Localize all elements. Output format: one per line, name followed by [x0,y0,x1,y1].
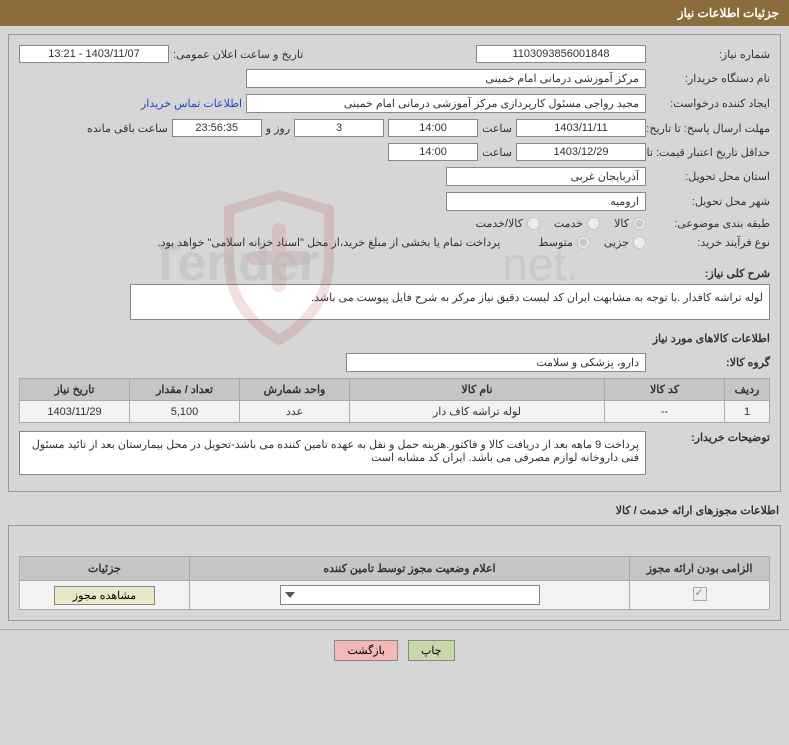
deadline-date-field: 1403/11/11 [516,119,646,137]
perm-status-cell [190,581,630,610]
th-unit: واحد شمارش [240,379,350,401]
perm-section: الزامی بودن ارائه مجوز اعلام وضعیت مجوز … [8,525,781,621]
radio-goods[interactable]: کالا [614,217,646,230]
back-button[interactable]: بازگشت [334,640,398,661]
announce-field: 13:21 - 1403/11/07 [19,45,169,63]
goods-table: ردیف کد کالا نام کالا واحد شمارش تعداد /… [19,378,770,423]
td-row: 1 [725,401,770,423]
buyer-org-label: نام دستگاه خریدار: [650,72,770,85]
th-name: نام کالا [350,379,605,401]
th-row: ردیف [725,379,770,401]
status-select[interactable] [280,585,540,605]
chevron-down-icon [285,592,295,598]
time-label-2: ساعت [482,146,512,159]
time-label-1: ساعت [482,122,512,135]
group-label: گروه کالا: [650,356,770,369]
perm-mandatory-cell [630,581,770,610]
page-header: جزئیات اطلاعات نیاز [0,0,789,26]
perm-details-cell: مشاهده مجوز [20,581,190,610]
th-date: تاریخ نیاز [20,379,130,401]
td-name: لوله تراشه کاف دار [350,401,605,423]
process-radio-group: جزیی متوسط [538,236,646,249]
min-valid-date-field: 1403/12/29 [516,143,646,161]
buyer-contact-link[interactable]: اطلاعات تماس خریدار [141,97,242,110]
perm-section-title: اطلاعات مجوزهای ارائه خدمت / کالا [0,500,789,517]
td-unit: عدد [240,401,350,423]
process-label: نوع فرآیند خرید: [650,236,770,249]
perm-row: مشاهده مجوز [20,581,770,610]
need-number-field: 1103093856001848 [476,45,646,63]
min-valid-time-field: 14:00 [388,143,478,161]
radio-medium[interactable]: متوسط [538,236,590,249]
th-qty: تعداد / مقدار [130,379,240,401]
buyer-desc-box: پرداخت 9 ماهه بعد از دریافت کالا و فاکتو… [19,431,646,475]
deadline-time-field: 14:00 [388,119,478,137]
th-code: کد کالا [605,379,725,401]
desc-label: شرح کلی نیاز: [650,267,770,280]
radio-minor[interactable]: جزیی [604,236,646,249]
deadline-label: مهلت ارسال پاسخ: تا تاریخ: [650,122,770,135]
need-desc-textarea: لوله تراشه کافدار .با توجه به مشابهت ایر… [130,284,770,320]
print-button[interactable]: چاپ [408,640,455,661]
group-field: دارو، پزشکی و سلامت [346,353,646,372]
goods-info-header: اطلاعات کالاهای مورد نیاز [19,332,770,345]
radio-both[interactable]: کالا/خدمت [476,217,540,230]
city-label: شهر محل تحویل: [650,195,770,208]
buyer-desc-label: توضیحات خریدار: [650,431,770,444]
footer-buttons: چاپ بازگشت [0,629,789,671]
category-label: طبقه بندی موضوعی: [650,217,770,230]
td-qty: 5,100 [130,401,240,423]
need-number-label: شماره نیاز: [650,48,770,61]
city-field: ارومیه [446,192,646,211]
td-date: 1403/11/29 [20,401,130,423]
payment-note: پرداخت تمام یا بخشی از مبلغ خرید،از محل … [158,236,501,249]
mandatory-checkbox [693,587,707,601]
requester-label: ایجاد کننده درخواست: [650,97,770,110]
days-and-label: روز و [266,122,290,135]
perm-th-mandatory: الزامی بودن ارائه مجوز [630,557,770,581]
radio-service[interactable]: خدمت [554,217,600,230]
province-field: آذربایجان غربی [446,167,646,186]
province-label: استان محل تحویل: [650,170,770,183]
perm-table: الزامی بودن ارائه مجوز اعلام وضعیت مجوز … [19,556,770,610]
announce-label: تاریخ و ساعت اعلان عمومی: [173,48,303,61]
remaining-label: ساعت باقی مانده [87,122,168,135]
perm-th-status: اعلام وضعیت مجوز توسط تامین کننده [190,557,630,581]
buyer-org-field: مرکز آموزشی درمانی امام خمینی [246,69,646,88]
td-code: -- [605,401,725,423]
category-radio-group: کالا خدمت کالا/خدمت [476,217,646,230]
requester-field: مجید رواجی مسئول کارپردازی مرکز آموزشی د… [246,94,646,113]
countdown-field: 23:56:35 [172,119,262,137]
need-section: AriaTender .net شماره نیاز: 110309385600… [8,34,781,492]
perm-th-details: جزئیات [20,557,190,581]
table-row: 1 -- لوله تراشه کاف دار عدد 5,100 1403/1… [20,401,770,423]
days-field: 3 [294,119,384,137]
view-permit-button[interactable]: مشاهده مجوز [54,586,155,605]
page-title: جزئیات اطلاعات نیاز [678,6,779,20]
min-valid-label: حداقل تاریخ اعتبار قیمت: تا تاریخ: [650,146,770,159]
